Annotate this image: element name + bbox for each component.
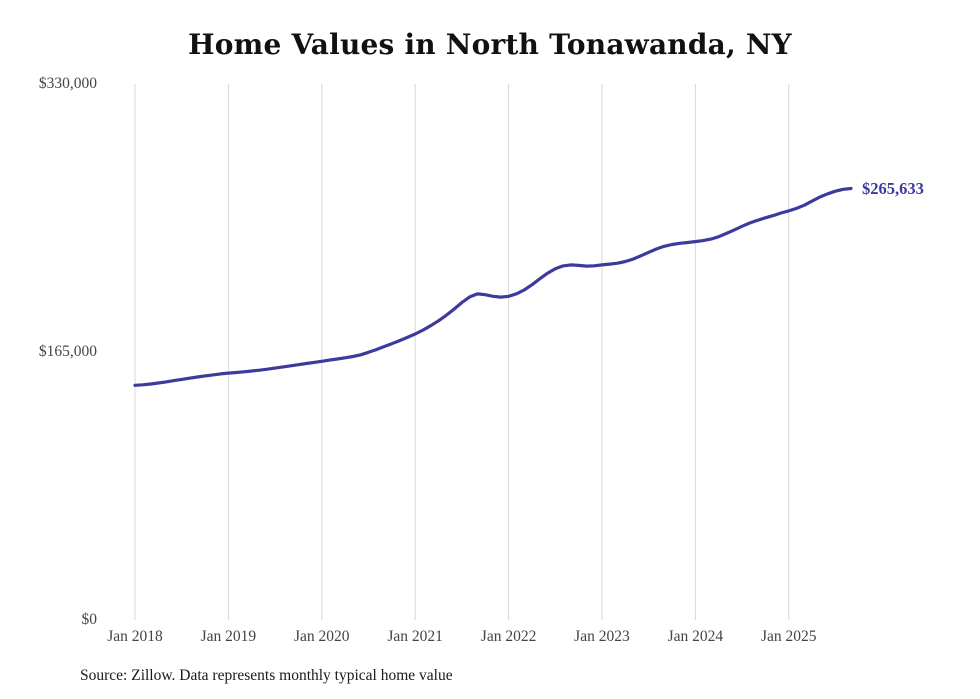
- chart-title: Home Values in North Tonawanda, NY: [188, 28, 792, 61]
- x-tick-label: Jan 2020: [294, 628, 350, 645]
- x-tick-label: Jan 2025: [760, 628, 817, 645]
- y-tick-label: $165,000: [38, 343, 97, 360]
- y-tick-label: $330,000: [38, 75, 97, 92]
- source-note: Source: Zillow. Data represents monthly …: [80, 667, 453, 684]
- current-value-label: $265,633: [862, 178, 924, 198]
- x-tick-label: Jan 2022: [480, 628, 537, 645]
- x-tick-label: Jan 2018: [107, 628, 163, 645]
- y-tick-label: $0: [81, 611, 98, 628]
- x-tick-label: Jan 2021: [387, 628, 443, 645]
- x-tick-label: Jan 2019: [200, 628, 257, 645]
- value-line: [133, 186, 853, 387]
- x-tick-label: Jan 2024: [667, 628, 724, 645]
- x-tick-label: Jan 2023: [574, 628, 630, 645]
